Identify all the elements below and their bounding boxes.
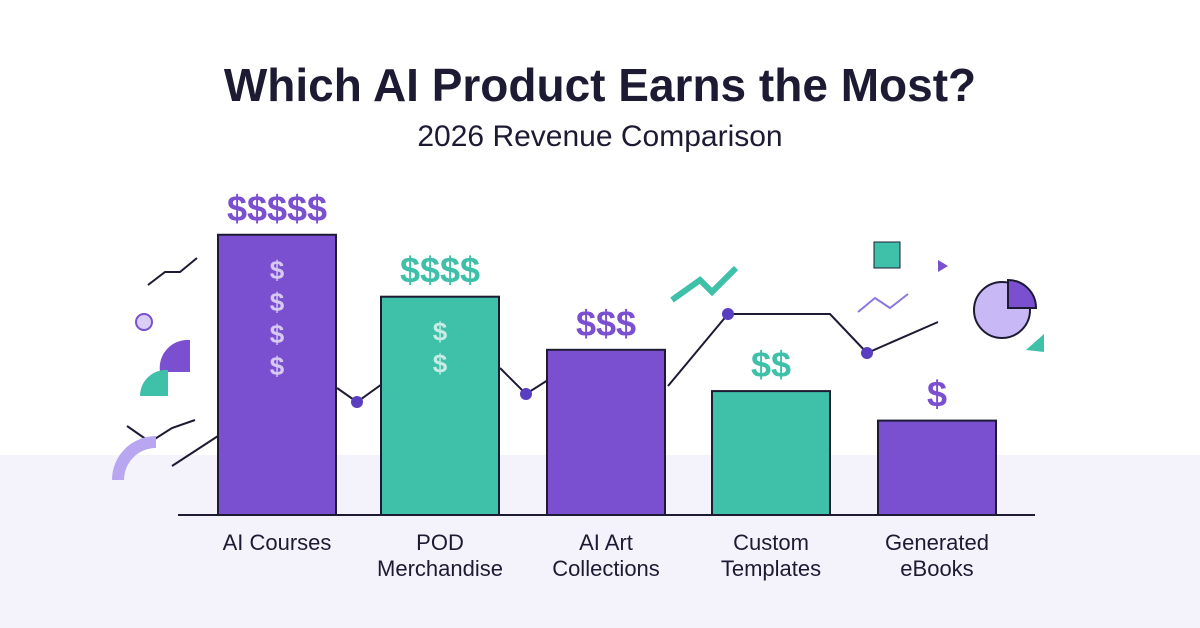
value-label: $$$ (576, 303, 636, 344)
bar (546, 348, 666, 516)
bar-symbol: $ (270, 319, 285, 349)
x-tick-label: Generated eBooks (885, 530, 989, 581)
decor-dots (112, 241, 1044, 480)
bar-symbol: $ (433, 349, 448, 379)
bar (380, 295, 500, 517)
bar-symbol: $ (270, 351, 285, 381)
x-tick-label: AI Art Collections (552, 530, 660, 581)
x-tick-label: AI Courses (222, 530, 332, 555)
value-label: $$$$ (400, 250, 480, 291)
bar-symbol: $ (270, 255, 285, 285)
value-label: $$ (751, 344, 791, 385)
value-label: $$$$$ (227, 188, 327, 229)
bar (711, 390, 831, 517)
x-tick-label: Custom Templates (720, 530, 822, 581)
chart-subtitle: 2026 Revenue Comparison (417, 120, 783, 153)
bar-symbol: $ (433, 317, 448, 347)
x-tick-label: POD Merchandise (377, 530, 503, 581)
bar-symbol: $ (270, 287, 285, 317)
bar (217, 233, 337, 516)
chart-title: Which AI Product Earns the Most? (223, 59, 977, 111)
value-label: $ (927, 374, 947, 415)
bar (877, 419, 997, 517)
